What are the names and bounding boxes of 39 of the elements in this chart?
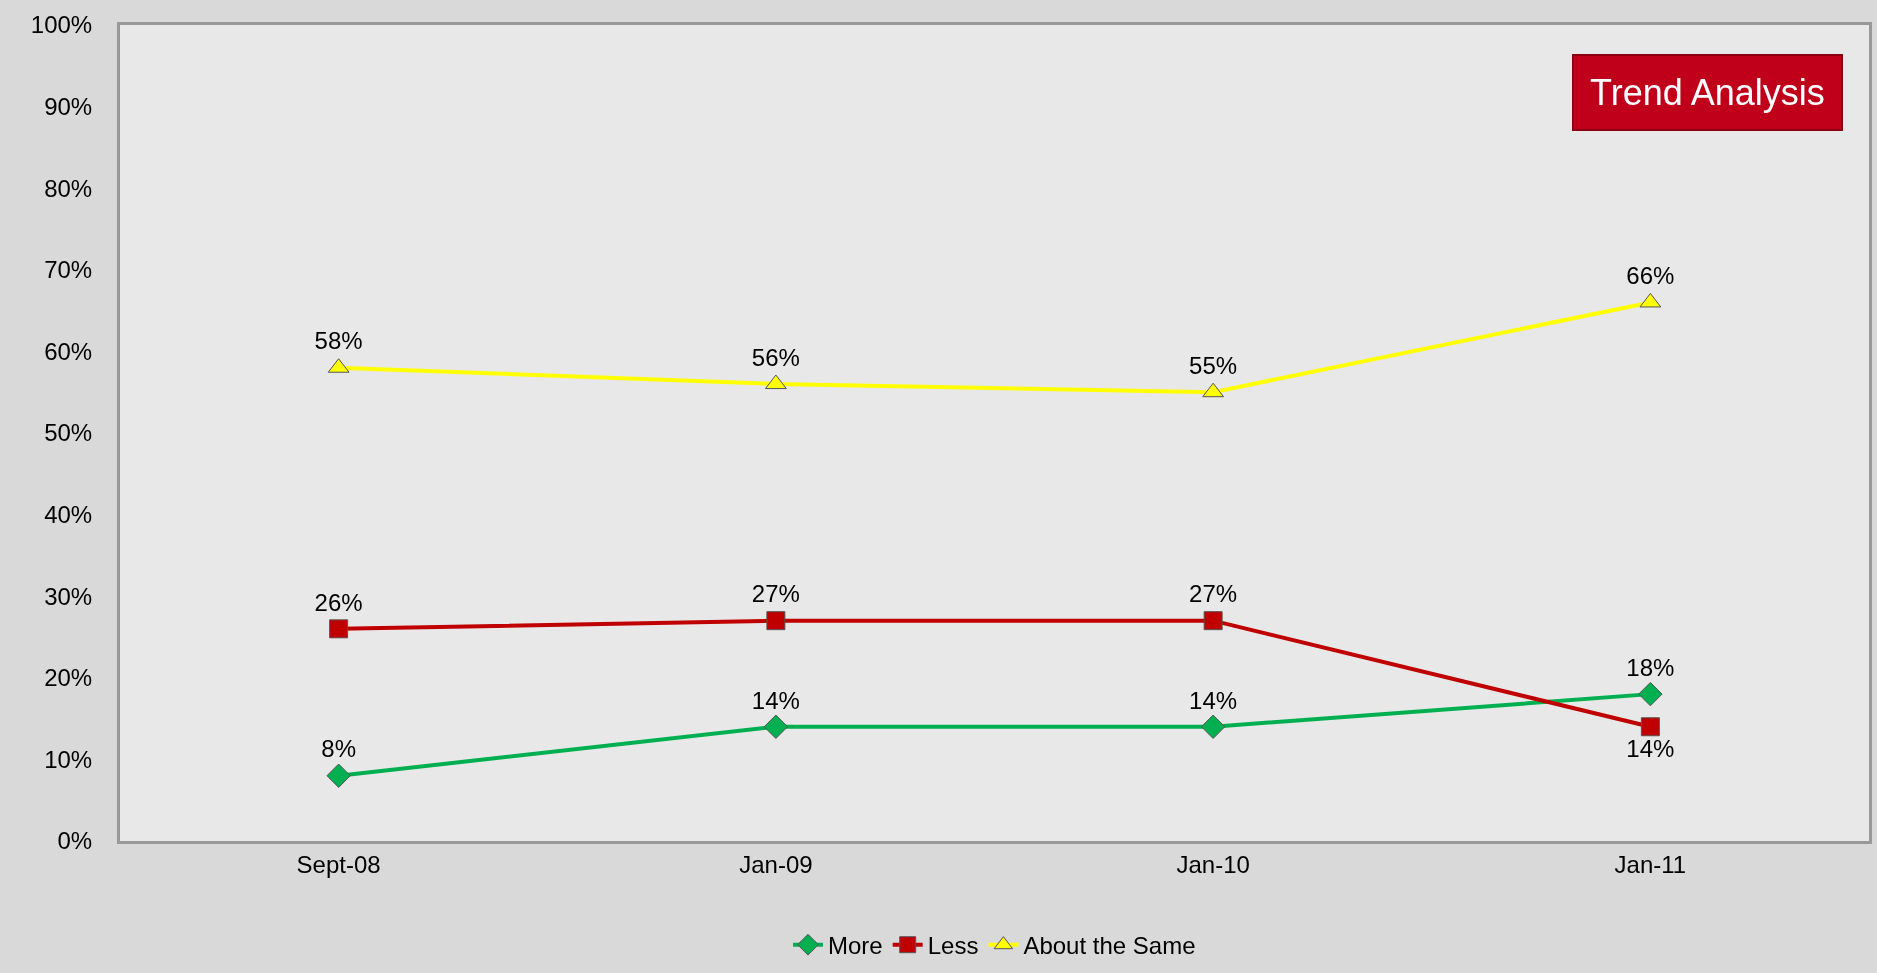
data-label: 14% xyxy=(751,686,800,714)
y-tick-label: 50% xyxy=(44,419,93,447)
legend-label: More xyxy=(828,932,883,960)
point xyxy=(1203,611,1223,631)
x-tick-label: Jan-09 xyxy=(739,850,813,878)
point xyxy=(1200,714,1226,739)
data-label: 27% xyxy=(751,580,800,608)
y-tick-label: 60% xyxy=(44,337,93,365)
legend-label: Less xyxy=(927,932,979,960)
point xyxy=(763,714,789,739)
point xyxy=(766,611,786,631)
data-label: 18% xyxy=(1626,653,1675,681)
data-label: 56% xyxy=(751,343,800,371)
data-label: 58% xyxy=(314,327,363,355)
y-tick-label: 80% xyxy=(44,174,93,202)
x-tick-label: Sept-08 xyxy=(296,850,381,878)
data-label: 55% xyxy=(1189,351,1238,379)
data-label: 27% xyxy=(1189,580,1238,608)
legend-label: About the Same xyxy=(1023,932,1196,960)
y-tick-label: 30% xyxy=(44,582,93,610)
data-label: 14% xyxy=(1626,735,1675,763)
y-tick-label: 100% xyxy=(30,11,93,39)
y-tick-label: 40% xyxy=(44,501,93,528)
x-tick-label: Jan-11 xyxy=(1614,850,1687,878)
text: Trend Analysis xyxy=(1590,72,1825,113)
data-label: 66% xyxy=(1626,262,1675,290)
data-label: 14% xyxy=(1189,686,1238,714)
data-label: 26% xyxy=(314,588,363,616)
point xyxy=(1640,717,1660,737)
point xyxy=(326,763,351,788)
y-tick-label: 90% xyxy=(44,93,93,120)
y-tick-label: 0% xyxy=(57,827,93,855)
point xyxy=(329,619,349,639)
x-tick-label: Jan-10 xyxy=(1176,850,1250,878)
point xyxy=(1638,681,1663,707)
y-tick-label: 10% xyxy=(44,745,93,773)
y-tick-label: 20% xyxy=(44,664,93,692)
data-label: 8% xyxy=(321,735,356,763)
y-tick-label: 70% xyxy=(44,256,93,284)
